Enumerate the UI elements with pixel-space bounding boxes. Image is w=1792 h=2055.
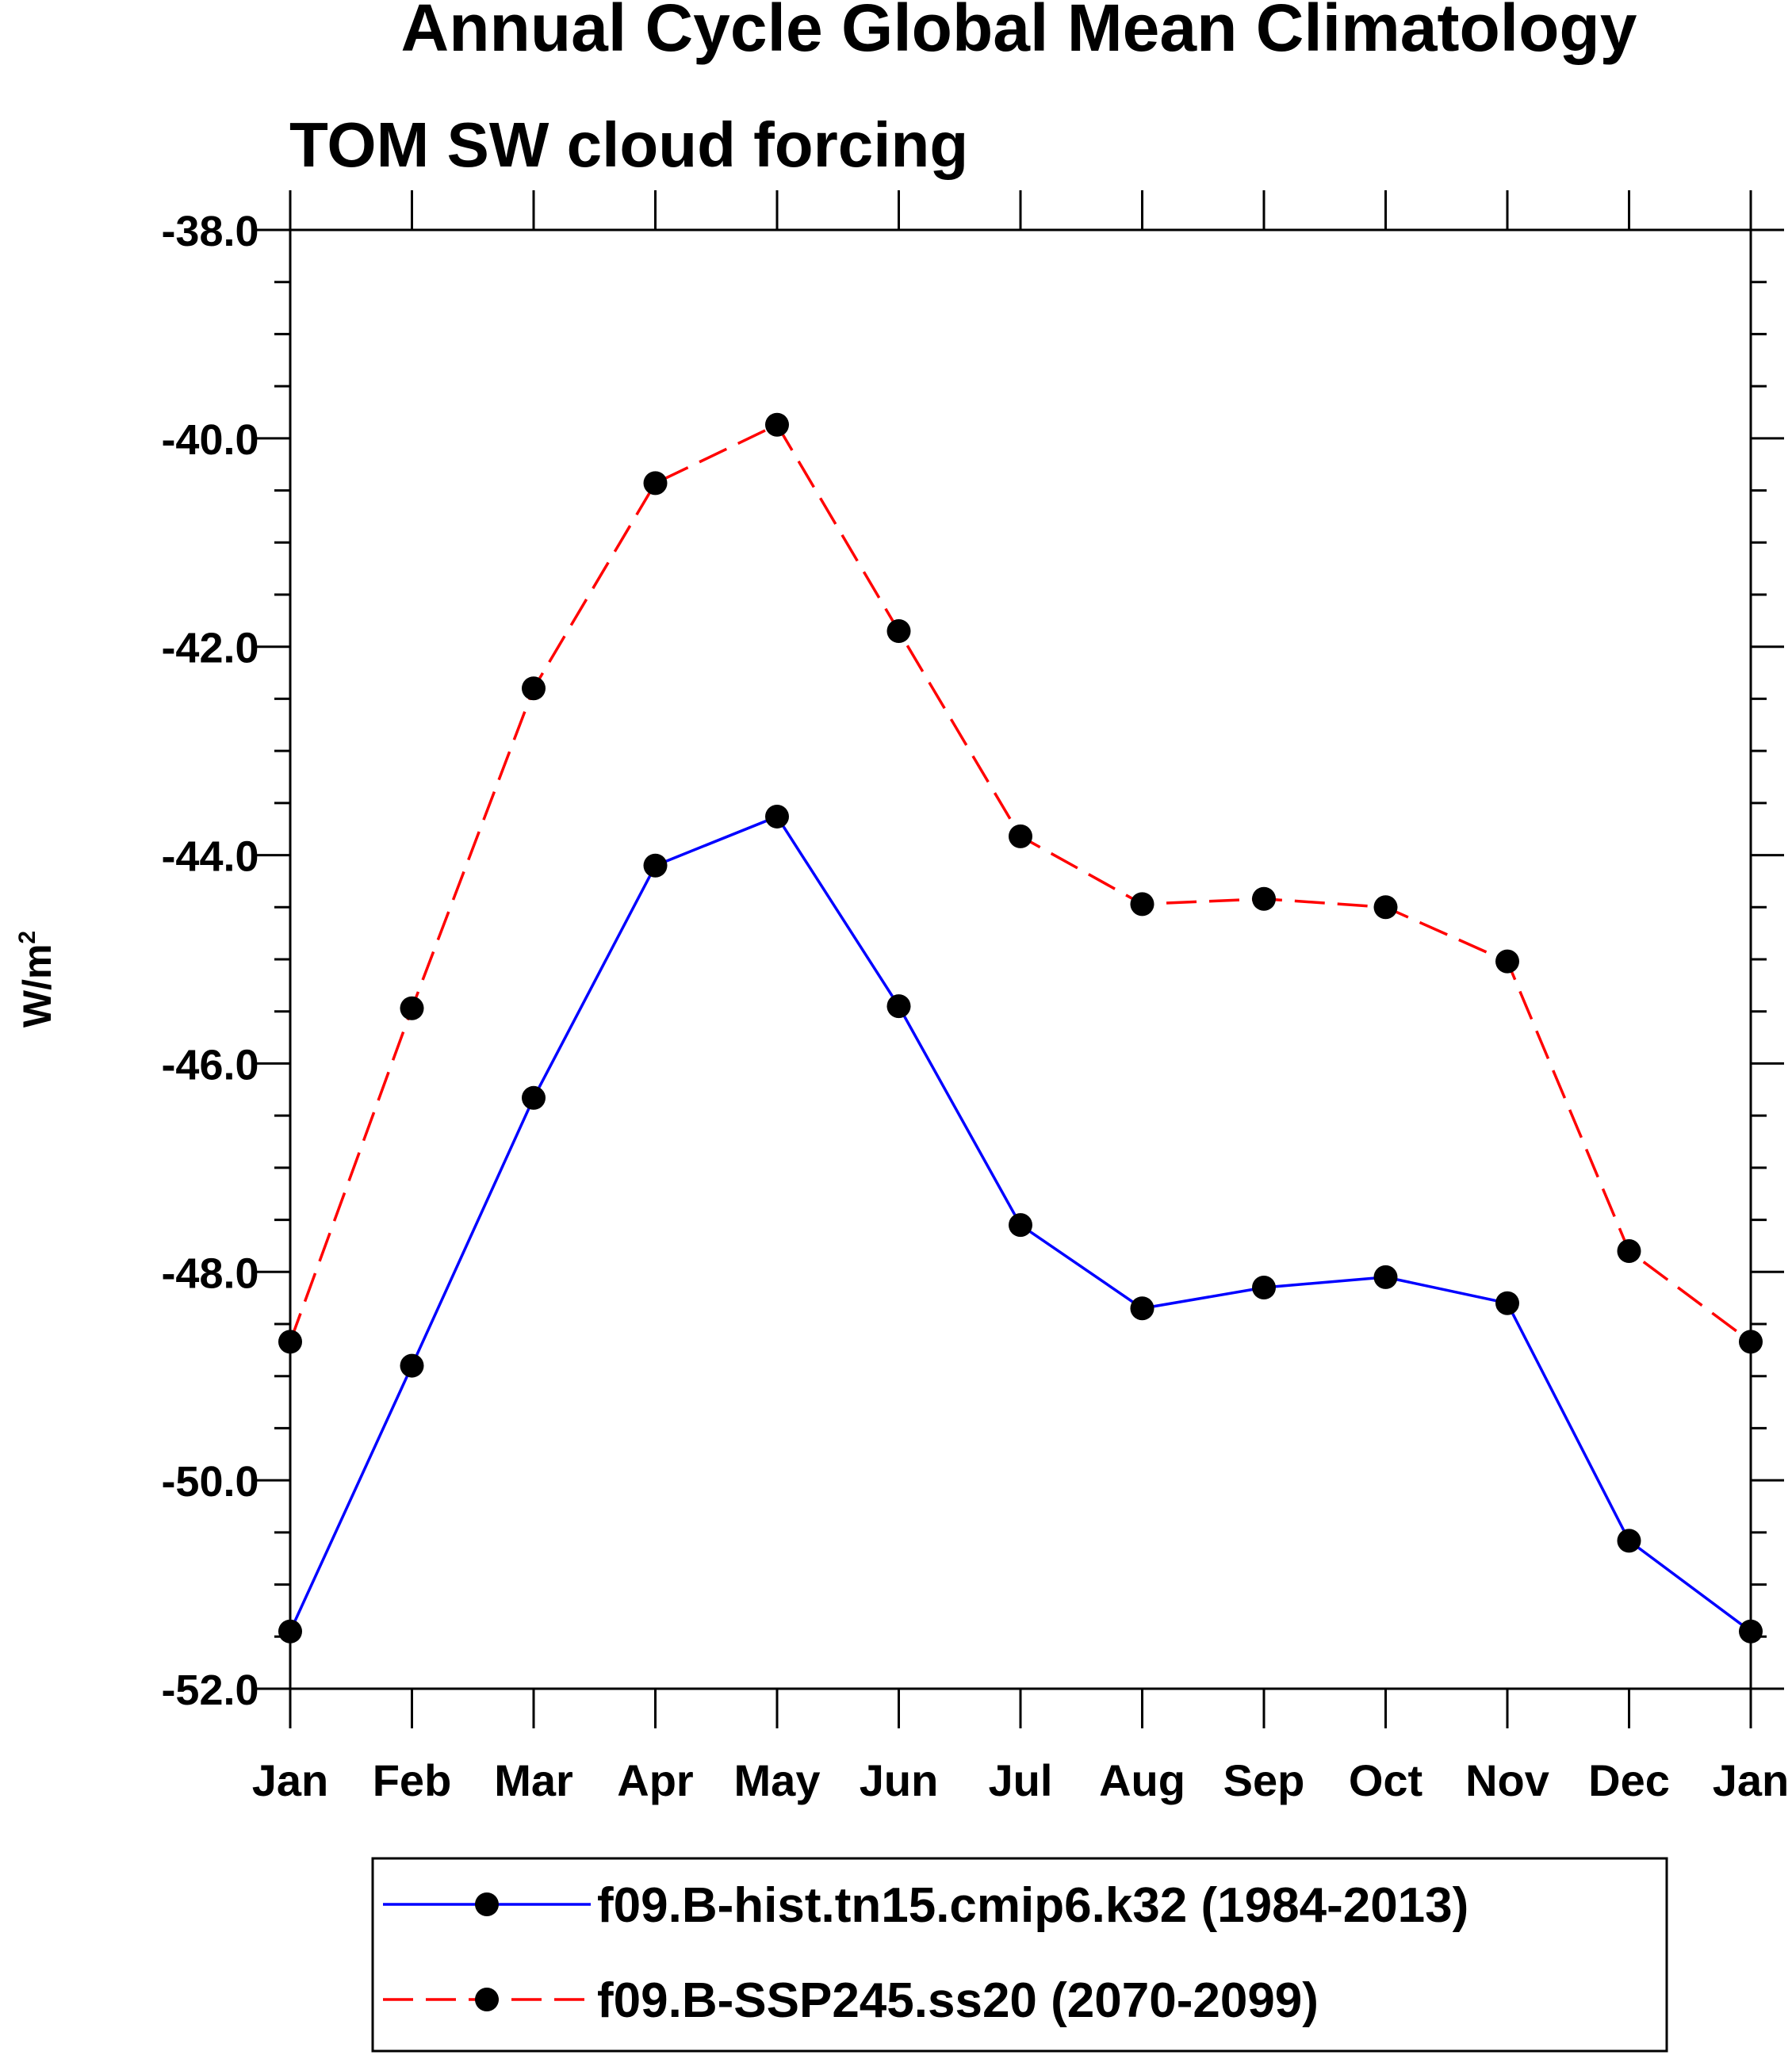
data-point-series-1	[1252, 1276, 1276, 1299]
data-point-series-1	[400, 1353, 424, 1378]
data-point-series-2	[400, 996, 424, 1020]
y-tick-label: -50.0	[161, 1458, 258, 1506]
x-tick-label: May	[734, 1755, 821, 1805]
legend-label-series-1: f09.B-hist.tn15.cmip6.k32 (1984-2013)	[597, 1878, 1468, 1933]
x-tick-label: Dec	[1588, 1755, 1670, 1805]
series-lines	[289, 423, 1752, 1633]
legend-marker-series-2	[475, 1988, 499, 2011]
y-tick-label: -46.0	[161, 1041, 258, 1089]
data-point-series-2	[643, 471, 668, 496]
y-axis-label: W/m2	[14, 931, 59, 1028]
data-point-series-2	[1495, 949, 1519, 974]
y-tick-label: -38.0	[161, 208, 258, 255]
legend-box	[371, 1857, 1668, 2053]
data-point-series-2	[886, 619, 911, 643]
data-point-series-1	[1373, 1265, 1398, 1289]
y-tick-label: -52.0	[161, 1667, 258, 1714]
legend-marker-series-1	[475, 1892, 499, 1916]
data-point-series-2	[1617, 1239, 1641, 1263]
data-point-series-2	[1009, 824, 1032, 848]
y-tick-label: -44.0	[161, 833, 258, 881]
chart-subtitle: TOM SW cloud forcing	[289, 109, 968, 180]
data-point-series-2	[1373, 895, 1398, 920]
chart-title: Annual Cycle Global Mean Climatology	[401, 0, 1637, 65]
data-point-series-2	[765, 412, 789, 437]
x-tick-label: Mar	[494, 1755, 573, 1805]
data-point-series-1	[765, 804, 789, 829]
axis-ticks	[257, 190, 1784, 1728]
y-tick-label: -40.0	[161, 416, 258, 464]
data-point-series-1	[522, 1085, 546, 1110]
legend-items: f09.B-hist.tn15.cmip6.k32 (1984-2013) f09…	[383, 1878, 1468, 2028]
x-tick-label: Sep	[1223, 1755, 1305, 1805]
y-tick-label: -48.0	[161, 1249, 258, 1297]
data-point-series-1	[1009, 1213, 1032, 1238]
x-tick-label: Nov	[1465, 1755, 1549, 1805]
x-tick-label: Oct	[1349, 1755, 1422, 1805]
data-point-series-1	[643, 853, 668, 878]
y-tick-label: -42.0	[161, 625, 258, 672]
plot-frame	[289, 228, 1752, 1690]
data-point-series-1	[886, 994, 911, 1019]
data-point-series-2	[1252, 886, 1276, 911]
x-tick-label: Jan	[252, 1755, 329, 1805]
x-tick-label: Jun	[860, 1755, 939, 1805]
x-tick-label: Jul	[989, 1755, 1053, 1805]
data-point-series-1	[1130, 1296, 1154, 1321]
legend-label-series-2: f09.B-SSP245.ss20 (2070-2099)	[597, 1973, 1319, 2028]
y-tick-labels: -38.0 -40.0 -42.0 -44.0 -46.0 -48.0 -50.0 -52.0	[161, 208, 258, 1714]
series-line-2	[289, 423, 1752, 1343]
x-tick-label: Jan	[1713, 1755, 1790, 1805]
data-point-series-2	[522, 676, 546, 701]
x-tick-label: Feb	[373, 1755, 452, 1805]
y-axis-label-text: W/m	[15, 944, 59, 1028]
series-markers	[278, 412, 1763, 1644]
x-tick-label: Apr	[617, 1755, 693, 1805]
legend: f09.B-hist.tn15.cmip6.k32 (1984-2013) f09…	[371, 1857, 1668, 2053]
y-axis-label-superscript: 2	[14, 931, 40, 944]
x-tick-label: Aug	[1099, 1755, 1185, 1805]
data-point-series-1	[1495, 1291, 1519, 1315]
x-tick-labels: Jan Feb Mar Apr May Jun Jul Aug Sep Oct Nov Dec Jan	[252, 1755, 1790, 1805]
data-point-series-2	[1130, 892, 1154, 917]
data-point-series-1	[1617, 1529, 1641, 1553]
